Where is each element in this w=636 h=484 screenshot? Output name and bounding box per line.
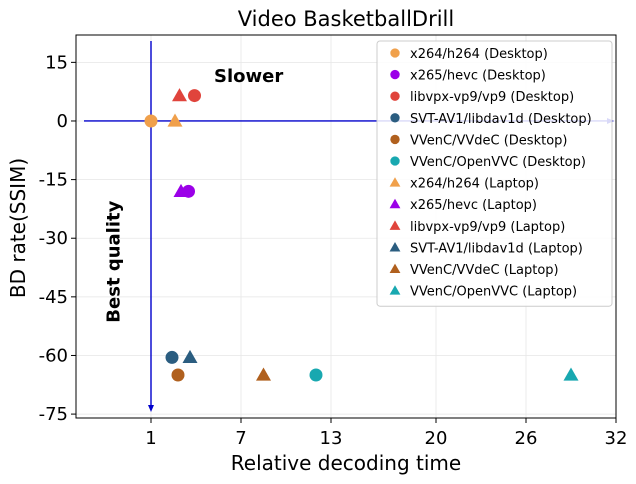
annotation-best-quality: Best quality (104, 200, 125, 322)
x-tick-label: 13 (320, 428, 343, 449)
legend-label: libvpx-vp9/vp9 (Desktop) (410, 90, 574, 105)
legend-marker (390, 156, 400, 166)
data-point-triangle (563, 367, 579, 381)
data-point-triangle (182, 349, 198, 364)
data-point-circle (309, 368, 323, 382)
data-point-triangle (256, 367, 271, 381)
x-tick-label: 7 (235, 428, 246, 449)
annotation-slower: Slower (214, 66, 283, 87)
legend-marker (390, 91, 400, 101)
plot-frame (75, 34, 617, 419)
legend-label: SVT-AV1/libdav1d (Desktop) (410, 112, 592, 127)
data-point-triangle (167, 113, 183, 127)
legend-label: x265/hevc (Laptop) (410, 198, 537, 213)
chart-title: Video BasketballDrill (238, 7, 454, 31)
y-tick-label: -75 (39, 404, 68, 425)
legend-marker (389, 285, 401, 295)
y-tick-label: 15 (45, 52, 68, 73)
y-axis-label: BD rate(SSIM) (6, 158, 30, 298)
legend-marker (389, 220, 401, 230)
y-tick-label: -45 (39, 287, 68, 308)
annotations: Slower Best quality (104, 66, 284, 323)
legend-label: x264/h264 (Desktop) (410, 47, 548, 62)
data-point-circle (165, 350, 179, 364)
legend-label: VVenC/OpenVVC (Laptop) (410, 285, 577, 300)
legend-marker (390, 69, 400, 80)
legend-marker (389, 242, 401, 252)
x-tick-label: 32 (605, 428, 628, 449)
legend-box (376, 40, 613, 307)
legend: x264/h264 (Desktop) x265/hevc (Desktop) li… (376, 40, 613, 307)
axis-ticks: 1 7 13 20 26 32 15 0 -15 -30 -45 -60 -75 (39, 52, 628, 449)
legend-label: VVenC/VVdeC (Desktop) (410, 133, 567, 148)
down-arrowhead (148, 405, 154, 412)
y-tick-label: -15 (39, 170, 68, 191)
legend-label: x265/hevc (Desktop) (410, 69, 546, 84)
x-tick-label: 1 (145, 428, 156, 449)
data-point-circle (171, 368, 185, 382)
legend-label: x264/h264 (Laptop) (410, 177, 539, 192)
legend-label: libvpx-vp9/vp9 (Laptop) (410, 220, 565, 235)
legend-label: VVenC/OpenVVC (Desktop) (410, 155, 586, 170)
data-point-circle (144, 114, 158, 128)
legend-marker (389, 263, 401, 274)
data-point-circle (188, 89, 201, 103)
y-tick-label: 0 (57, 111, 68, 132)
legend-label: SVT-AV1/libdav1d (Laptop) (410, 241, 583, 256)
legend-marker (390, 113, 400, 123)
y-tick-label: -30 (39, 228, 68, 249)
x-tick-label: 20 (425, 428, 448, 449)
data-point-triangle (172, 88, 187, 102)
legend-label: VVenC/VVdeC (Laptop) (410, 263, 559, 278)
legend-marker (390, 48, 400, 58)
y-tick-label: -60 (39, 345, 68, 366)
data-point-triangle (173, 183, 189, 197)
legend-marker (389, 198, 401, 209)
x-axis-label: Relative decoding time (231, 451, 461, 475)
legend-marker (389, 177, 401, 187)
data-points (144, 88, 579, 382)
legend-marker (390, 134, 400, 145)
x-tick-label: 26 (515, 428, 538, 449)
